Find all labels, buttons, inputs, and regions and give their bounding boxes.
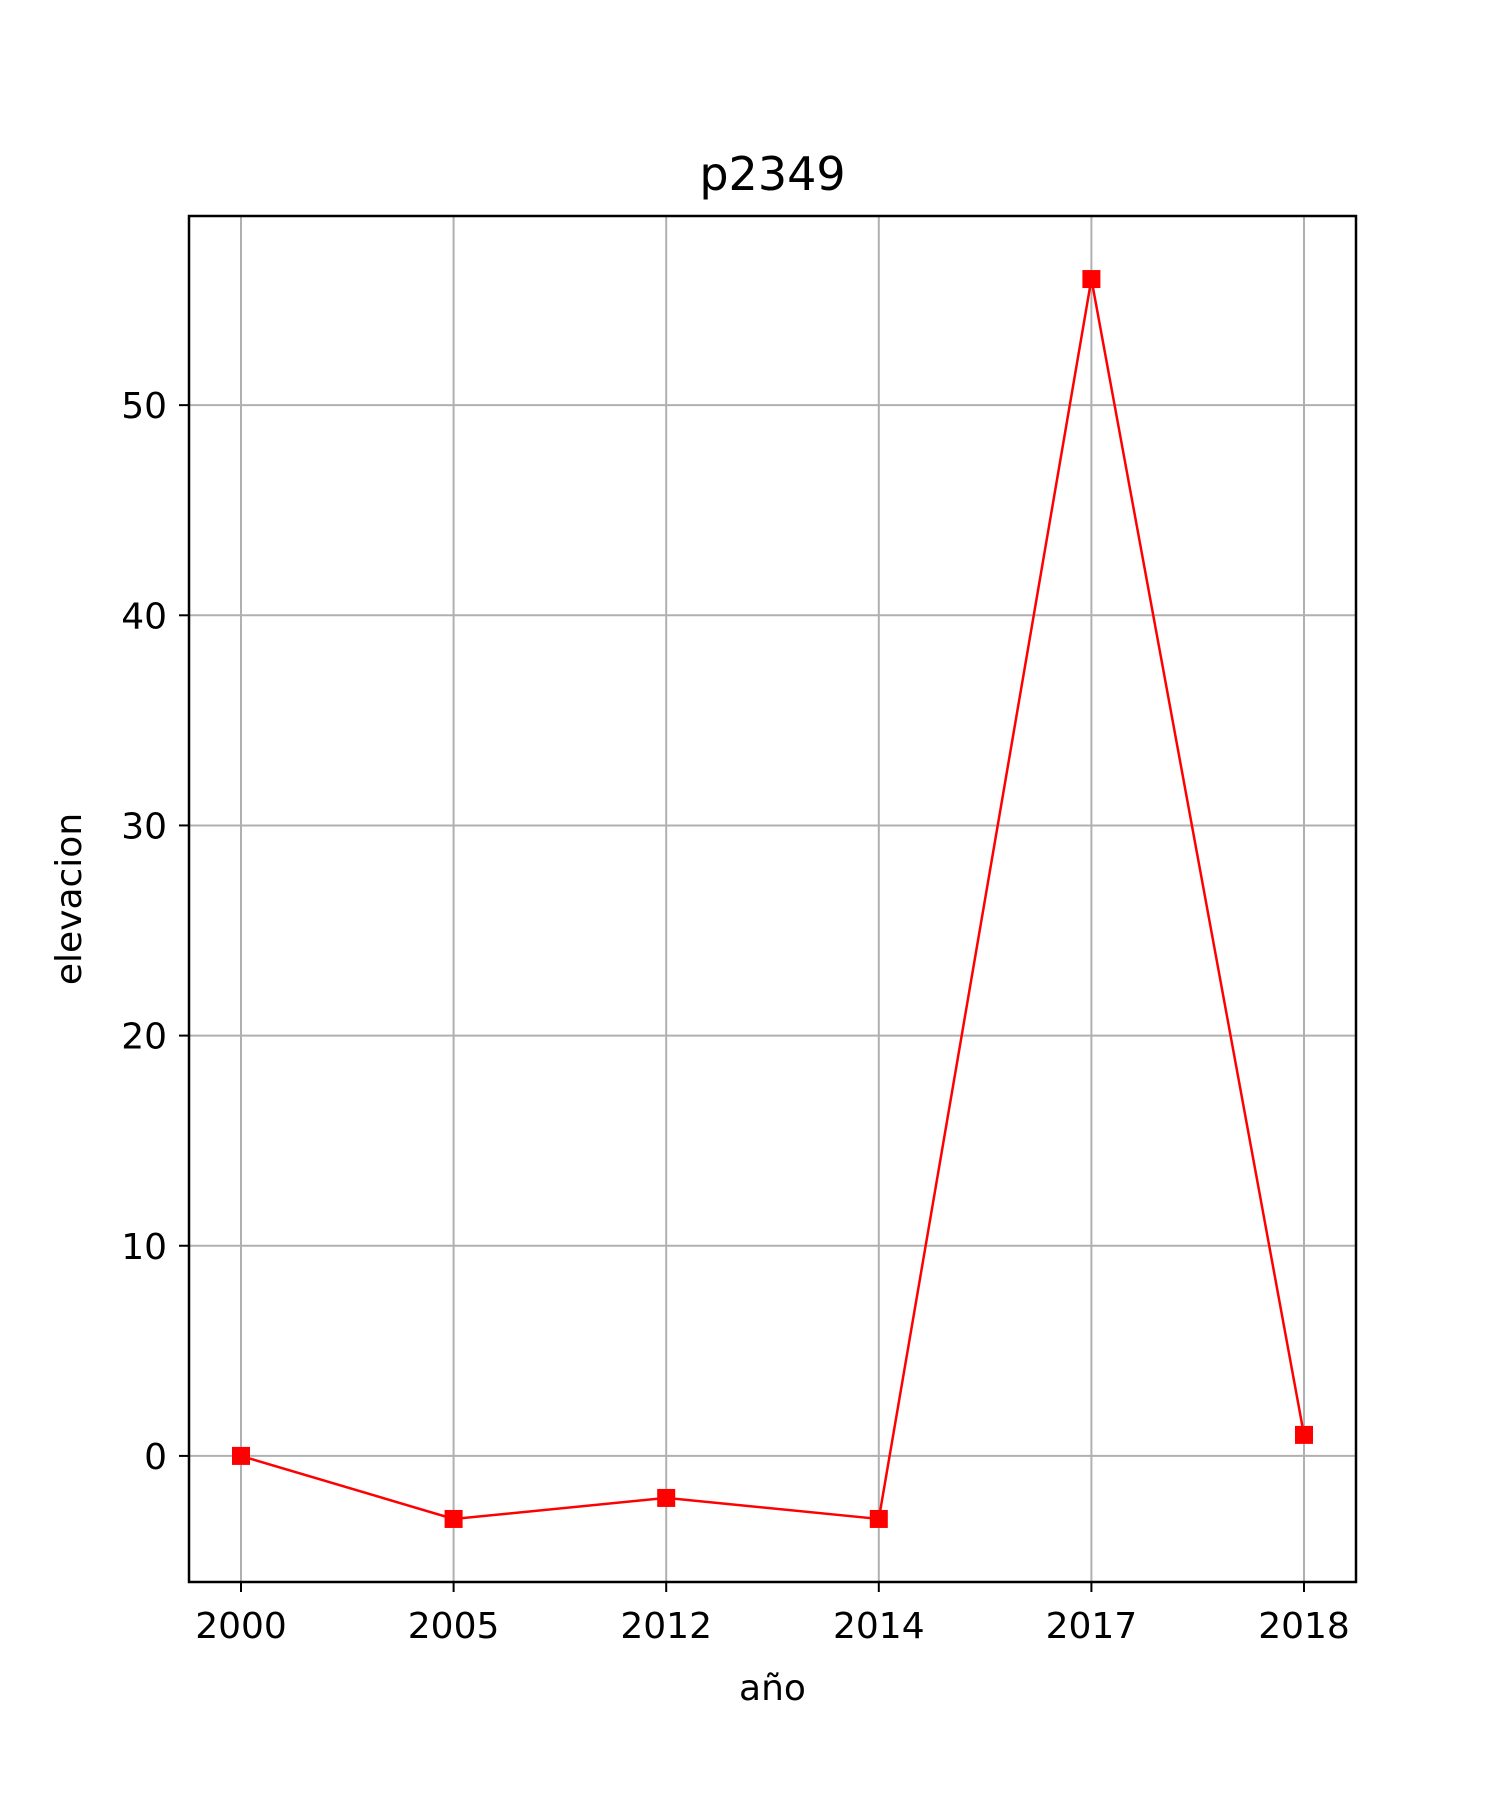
data-point-marker — [657, 1488, 676, 1507]
x-tick-label: 2000 — [195, 1606, 287, 1647]
data-point-marker — [444, 1509, 463, 1528]
chart-title: p2349 — [699, 147, 845, 201]
series-line — [240, 278, 1306, 1521]
data-point-marker — [1082, 270, 1101, 289]
x-tick-label: 2012 — [620, 1606, 712, 1647]
y-tick-label: 50 — [121, 386, 167, 427]
x-axis-label: año — [739, 1668, 806, 1709]
y-tick-label: 0 — [144, 1437, 167, 1478]
data-point-marker — [232, 1446, 250, 1465]
data-point-marker — [869, 1509, 888, 1528]
x-tick-label: 2018 — [1258, 1606, 1350, 1647]
axis-ticks: 2000 2005 2012 2014 2017 2018 0 10 20 30 40 50 — [121, 386, 1350, 1647]
y-tick-label: 30 — [121, 806, 167, 847]
y-tick-label: 20 — [121, 1017, 167, 1058]
x-tick-label: 2014 — [833, 1606, 925, 1647]
data-point-marker — [1295, 1425, 1313, 1444]
y-tick-label: 40 — [121, 596, 167, 637]
y-axis-label: elevacion — [49, 813, 90, 985]
plot-area-frame — [187, 214, 1358, 1584]
grid — [189, 216, 1356, 1582]
series — [232, 270, 1313, 1528]
x-tick-label: 2017 — [1046, 1606, 1138, 1647]
y-tick-label: 10 — [121, 1227, 167, 1268]
x-tick-label: 2005 — [408, 1606, 500, 1647]
